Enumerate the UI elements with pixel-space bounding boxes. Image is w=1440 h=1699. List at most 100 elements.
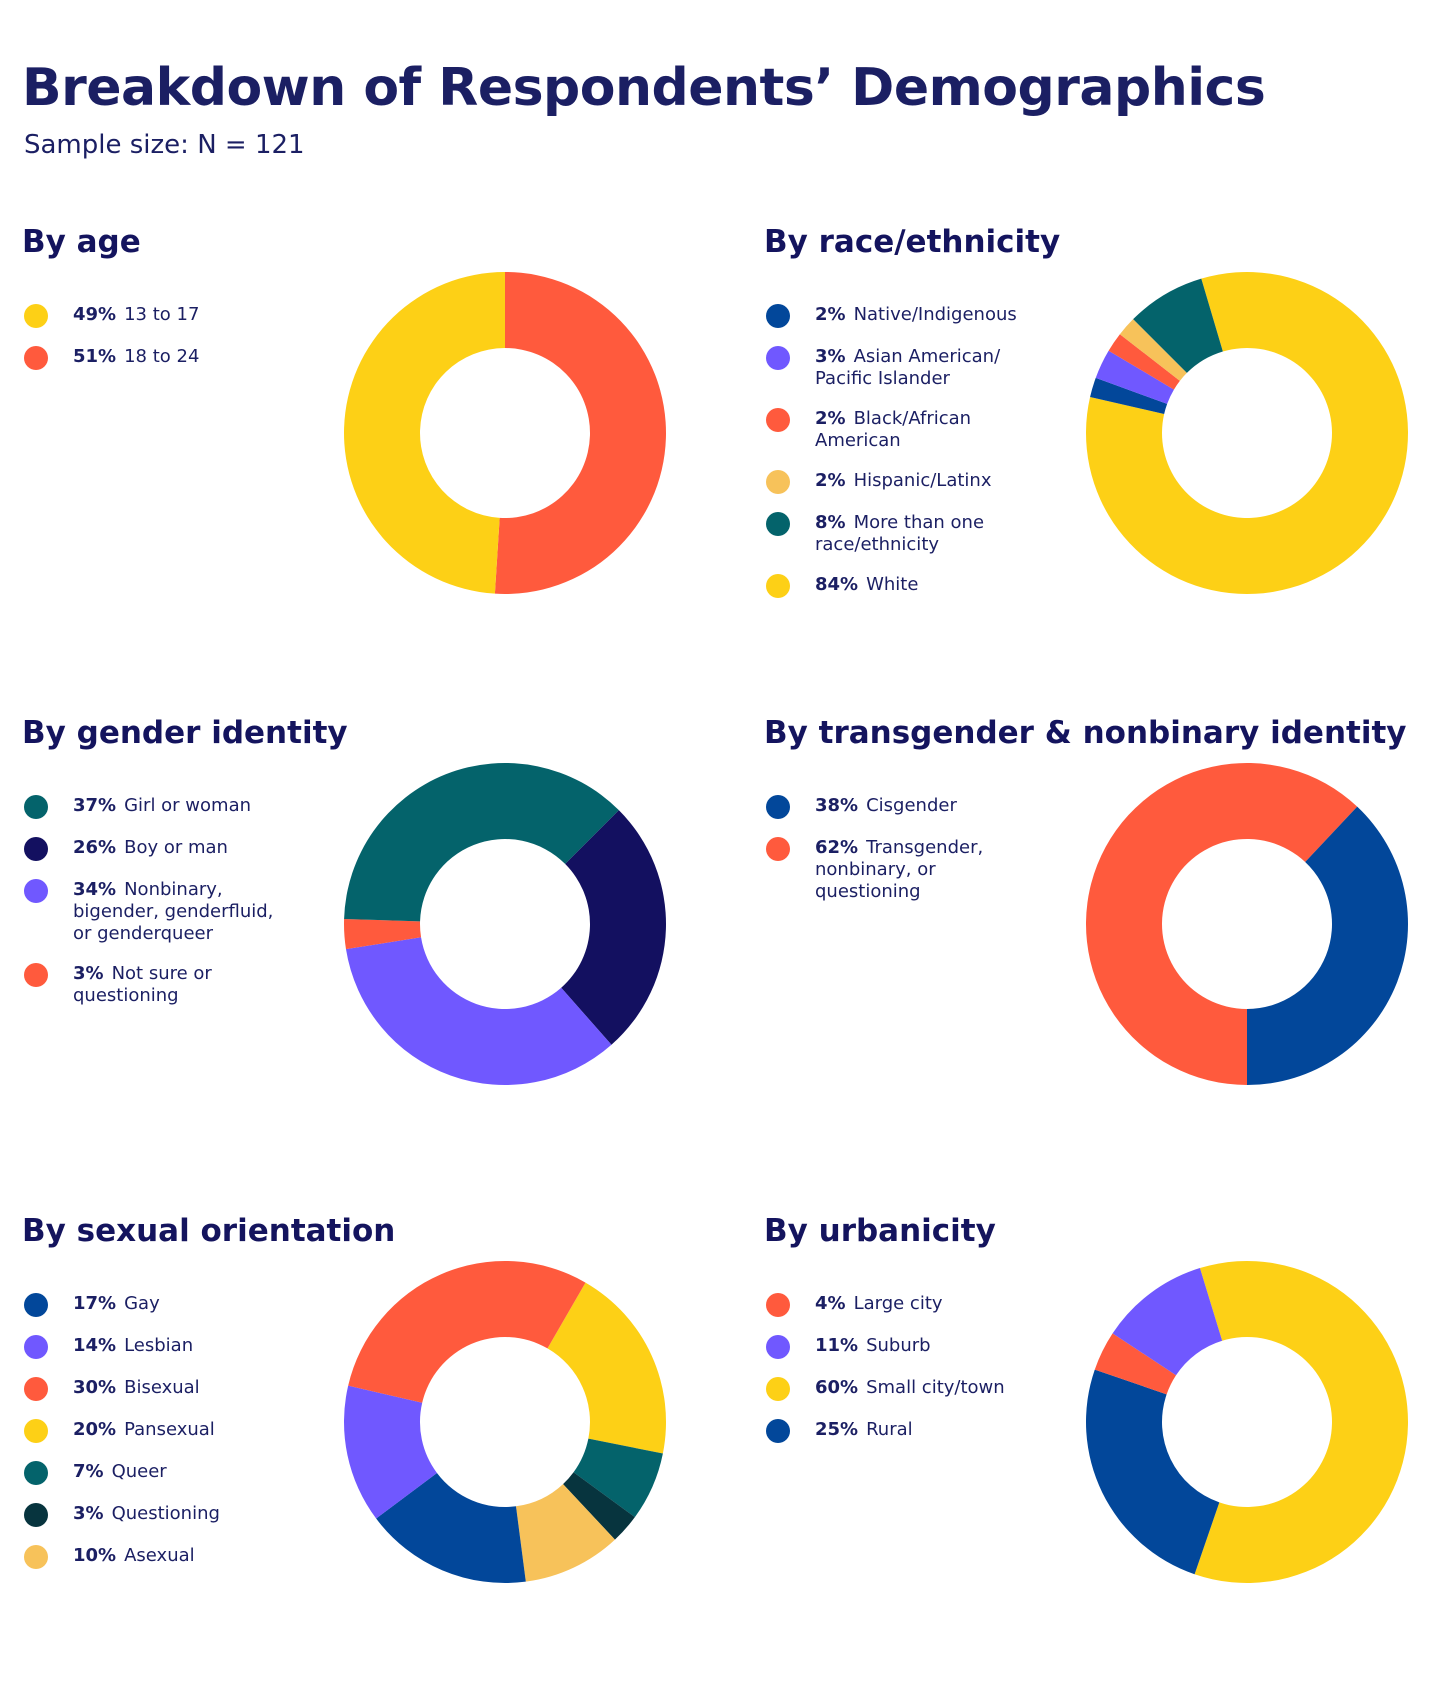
legend-item-lesbian: 14% Lesbian xyxy=(24,1335,294,1359)
legend-label: Large city xyxy=(853,1293,943,1314)
legend-label: 18 to 24 xyxy=(124,346,200,367)
legend-swatch xyxy=(24,346,48,370)
chart-legend: 49% 13 to 17 51% 18 to 24 xyxy=(24,304,294,388)
legend-text: 4% Large city xyxy=(815,1293,1036,1315)
legend-text: 49% 13 to 17 xyxy=(73,304,294,326)
legend-percent: 11% xyxy=(815,1335,859,1356)
legend-label: Asian American/ Pacific Islander xyxy=(815,346,1001,389)
legend-item-pansexual: 20% Pansexual xyxy=(24,1419,294,1443)
legend-swatch xyxy=(766,795,790,819)
chart-title: By sexual orientation xyxy=(22,1213,396,1249)
donut-slice-rural xyxy=(1086,1369,1220,1575)
donut-chart xyxy=(1086,272,1408,594)
legend-text: 3% Questioning xyxy=(73,1503,294,1525)
chart-legend: 4% Large city 11% Suburb 60% Small city/town 2… xyxy=(766,1293,1036,1461)
legend-label: Bisexual xyxy=(124,1377,200,1398)
legend-swatch xyxy=(24,795,48,819)
legend-item-white: 84% White xyxy=(766,574,1036,598)
legend-percent: 2% xyxy=(815,470,846,491)
legend-text: 25% Rural xyxy=(815,1419,1036,1441)
legend-label: Asexual xyxy=(124,1545,195,1566)
legend-percent: 14% xyxy=(73,1335,117,1356)
legend-percent: 17% xyxy=(73,1293,117,1314)
legend-item-asian-american-pacific-islander: 3% Asian American/ Pacific Islander xyxy=(766,346,1036,390)
donut-slice-gay xyxy=(376,1472,526,1583)
legend-swatch xyxy=(766,1293,790,1317)
legend-item-rural: 25% Rural xyxy=(766,1419,1036,1443)
legend-label: Not sure or questioning xyxy=(73,963,212,1006)
legend-swatch xyxy=(766,837,790,861)
legend-item-girl-or-woman: 37% Girl or woman xyxy=(24,795,294,819)
legend-swatch xyxy=(24,963,48,987)
chart-title: By age xyxy=(22,224,141,260)
legend-item-asexual: 10% Asexual xyxy=(24,1545,294,1569)
legend-swatch xyxy=(766,574,790,598)
legend-swatch xyxy=(766,1335,790,1359)
legend-text: 2% Native/Indigenous xyxy=(815,304,1036,326)
donut-chart xyxy=(344,1261,666,1583)
legend-percent: 30% xyxy=(73,1377,117,1398)
legend-percent: 7% xyxy=(73,1461,104,1482)
legend-item-black-african-american: 2% Black/African American xyxy=(766,408,1036,452)
chart-panel-by-gender-identity: By gender identity 37% Girl or woman 26% Boy… xyxy=(22,715,722,1135)
legend-swatch xyxy=(766,304,790,328)
legend-label: Girl or woman xyxy=(124,795,252,816)
legend-swatch xyxy=(24,879,48,903)
donut-slice-white xyxy=(1086,272,1408,594)
donut-chart xyxy=(344,272,667,594)
donut-slice-not-sure-or-questioning xyxy=(344,918,422,950)
donut-slice-nonbinary-bigender-genderfluid-or-genderqueer xyxy=(345,937,612,1085)
sample-size: Sample size: N = 121 xyxy=(24,130,305,160)
donut-slice-pansexual xyxy=(547,1282,666,1454)
legend-percent: 3% xyxy=(73,963,104,984)
legend-label: Cisgender xyxy=(866,795,957,816)
legend-item-bisexual: 30% Bisexual xyxy=(24,1377,294,1401)
legend-label: Suburb xyxy=(866,1335,931,1356)
legend-text: 2% Hispanic/Latinx xyxy=(815,470,1036,492)
legend-item-queer: 7% Queer xyxy=(24,1461,294,1485)
legend-label: Questioning xyxy=(111,1503,220,1524)
donut-slice-questioning xyxy=(563,1472,635,1540)
donut-slice-bisexual xyxy=(348,1261,586,1403)
legend-item-large-city: 4% Large city xyxy=(766,1293,1036,1317)
legend-label: Small city/town xyxy=(866,1377,1005,1398)
donut-slice-asexual xyxy=(515,1484,615,1582)
chart-panel-by-transgender-nonbinary-identity: By transgender & nonbinary identity 38% Ci… xyxy=(764,715,1440,1135)
legend-swatch xyxy=(24,304,48,328)
legend-item-suburb: 11% Suburb xyxy=(766,1335,1036,1359)
legend-text: 14% Lesbian xyxy=(73,1335,294,1357)
legend-percent: 20% xyxy=(73,1419,117,1440)
legend-percent: 2% xyxy=(815,408,846,429)
donut-slice-large-city xyxy=(1094,1333,1177,1395)
donut-slice-cisgender xyxy=(1247,806,1408,1085)
chart-legend: 2% Native/Indigenous 3% Asian American/ Pac… xyxy=(766,304,1036,616)
legend-label: Gay xyxy=(124,1293,160,1314)
donut-chart xyxy=(1086,1261,1408,1583)
legend-swatch xyxy=(766,470,790,494)
legend-item-boy-or-man: 26% Boy or man xyxy=(24,837,294,861)
legend-label: Hispanic/Latinx xyxy=(853,470,992,491)
chart-legend: 17% Gay 14% Lesbian 30% Bisexual 20% Pansexual 7… xyxy=(24,1293,294,1587)
legend-item-cisgender: 38% Cisgender xyxy=(766,795,1036,819)
donut-slice-18-to-24 xyxy=(494,272,667,594)
chart-panel-by-sexual-orientation: By sexual orientation 17% Gay 14% Lesbian 30%… xyxy=(22,1213,722,1633)
chart-title: By race/ethnicity xyxy=(764,224,1061,260)
legend-item-nonbinary-bigender-genderfluid-or-genderqueer: 34% Nonbinary, bigender, genderfluid, or … xyxy=(24,879,294,945)
legend-item-more-than-one-race-ethnicity: 8% More than one race/ethnicity xyxy=(766,512,1036,556)
legend-swatch xyxy=(766,1419,790,1443)
chart-title: By transgender & nonbinary identity xyxy=(764,715,1407,751)
legend-text: 3% Asian American/ Pacific Islander xyxy=(815,346,1036,390)
page-title: Breakdown of Respondents’ Demographics xyxy=(22,58,1266,118)
legend-percent: 51% xyxy=(73,346,117,367)
legend-item-hispanic-latinx: 2% Hispanic/Latinx xyxy=(766,470,1036,494)
legend-percent: 38% xyxy=(815,795,859,816)
legend-label: 13 to 17 xyxy=(124,304,200,325)
legend-text: 30% Bisexual xyxy=(73,1377,294,1399)
legend-label: Queer xyxy=(111,1461,167,1482)
legend-label: More than one race/ethnicity xyxy=(815,512,985,555)
legend-text: 2% Black/African American xyxy=(815,408,1036,452)
legend-swatch xyxy=(24,1419,48,1443)
legend-text: 62% Transgender, nonbinary, or questionin… xyxy=(815,837,1036,903)
legend-percent: 3% xyxy=(73,1503,104,1524)
donut-slice-asian-american-pacific-islander xyxy=(1095,350,1174,404)
